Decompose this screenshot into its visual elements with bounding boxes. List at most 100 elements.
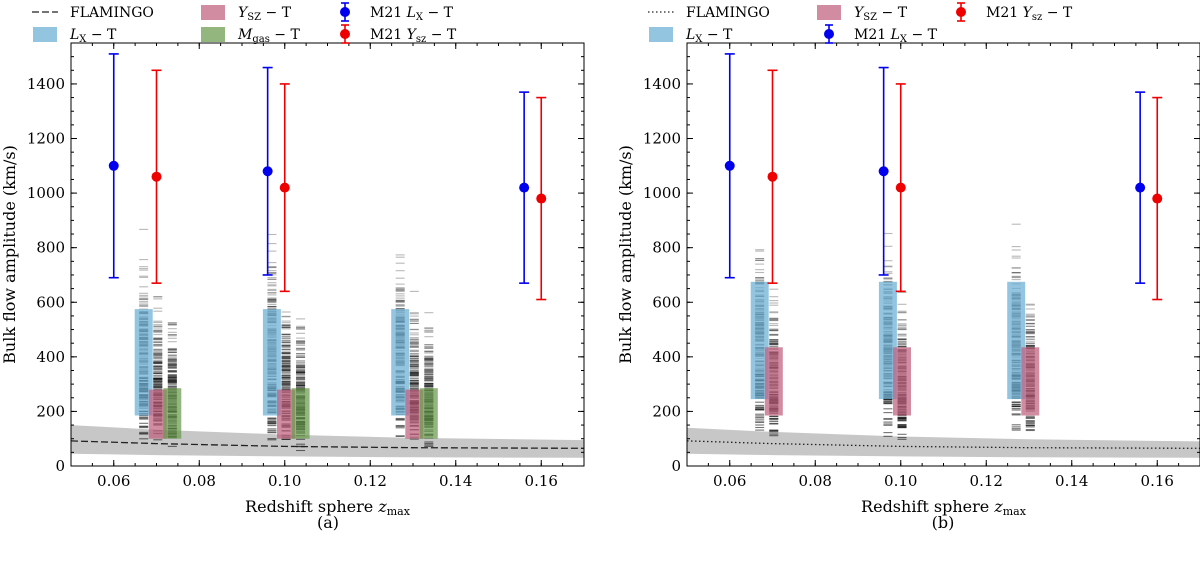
x-axis-label-text: Redshift sphere [245,497,378,516]
legend-label-sub: X [900,34,908,45]
interval-box-lx [878,281,897,400]
flamingo-band [687,427,1200,458]
legend-label-sub: X [695,34,703,45]
legend-label-main: L [69,27,79,43]
y-tick-label: 200 [652,402,681,420]
panel-caption: (a) [317,513,339,532]
m21-point [1135,182,1146,193]
legend-label: M21 Ysz − T [986,5,1073,23]
legend-label: FLAMINGO [686,5,770,21]
legend-label-prefix: M21 [854,27,891,43]
legend-label-rest: − T [907,27,938,43]
interval-box-lx [1007,281,1026,400]
legend-point [956,7,966,17]
interval-box-ysz [148,389,167,439]
m21-errorbar-m21_lx [724,53,735,279]
y-tick-label: 1200 [643,130,681,148]
legend-label: LX − T [685,27,733,45]
x-axis-label-sub: max [1003,505,1027,518]
y-tick-label: 400 [36,348,65,366]
x-axis-label: Redshift sphere zmax [245,497,411,518]
legend-label-sub: X [416,12,424,23]
plot-area [687,53,1200,458]
legend-label: M21 LX − T [854,27,938,45]
legend-label-main: L [890,27,900,43]
legend-label-rest: − T [423,5,454,21]
legend-label-sub: SZ [863,12,877,23]
m21-errorbar-m21_lx [1135,91,1146,284]
x-tick-label: 0.10 [268,472,301,490]
y-tick-label: 600 [652,293,681,311]
legend-label-main: Y [407,27,418,43]
legend-label: YSZ − T [854,5,908,23]
legend-box-handle [817,5,841,20]
interval-box-ysz [405,389,424,439]
interval-box-ysz [1021,347,1040,416]
m21-errorbar-m21_ysz [767,69,778,284]
legend-label-prefix: M21 [986,5,1023,21]
m21-point [724,160,735,171]
y-tick-label: 800 [36,239,65,257]
legend-label: M21 LX − T [370,5,454,23]
interval-box-lx [750,281,769,400]
legend-label-main: Y [854,5,865,21]
m21-errorbar-m21_ysz [536,96,547,301]
legend-label-sub: SZ [247,12,261,23]
x-tick-label: 0.06 [713,472,746,490]
m21-point [895,182,906,193]
panel-caption: (b) [932,513,955,532]
interval-box-lx [391,309,410,416]
x-tick-label: 0.12 [354,472,387,490]
m21-errorbar-m21_lx [878,66,889,276]
interval-box-ysz [764,347,783,416]
legend-label-sub: sz [416,34,426,45]
interval-box-ysz [277,389,295,439]
panel-a: 0.06 0.08 0.10 0.12 0.14 0.16 0 200 400 600 800 100… [0,2,585,532]
x-tick-label: 0.08 [183,472,216,490]
legend-label-rest: − T [877,5,908,21]
interval-box-mgas [419,388,438,439]
m21-point [151,171,162,182]
y-tick-label: 1000 [643,184,681,202]
x-axis-label-math: z [993,497,1003,516]
x-axis-label-text: Redshift sphere [861,497,994,516]
interval-box-mgas [163,388,182,439]
m21-point [1152,193,1163,204]
interval-box-lx [134,309,153,416]
m21-errorbar-m21_lx [262,66,273,276]
legend-label-sub: sz [1032,12,1042,23]
x-tick-label: 0.16 [1141,472,1174,490]
x-tick-label: 0.14 [439,472,472,490]
x-axis-label-math: z [377,497,387,516]
x-tick-label: 0.10 [884,472,917,490]
x-tick-label: 0.14 [1055,472,1088,490]
m21-errorbar-m21_ysz [279,83,290,293]
legend-box-handle [201,5,225,20]
m21-point [536,193,547,204]
legend-label-main: L [685,27,695,43]
legend-label-rest: − T [270,27,301,43]
m21-errorbar-m21_lx [519,91,530,284]
legend-box-handle [33,27,57,42]
m21-point [279,182,290,193]
legend-label-main: Y [238,5,249,21]
interval-box-ysz [893,347,911,416]
y-tick-label: 0 [671,457,681,475]
x-tick-label: 0.08 [799,472,832,490]
legend-label-rest: − T [1042,5,1073,21]
m21-errorbar-m21_ysz [895,83,906,293]
legend-label: YSZ − T [238,5,292,23]
m21-point [519,182,530,193]
legend-label-rest: − T [426,27,457,43]
flamingo-median-line [71,440,584,449]
y-tick-label: 1000 [27,184,65,202]
y-tick-label: 0 [55,457,65,475]
x-tick-label: 0.12 [970,472,1003,490]
x-tick-label: 0.06 [97,472,130,490]
x-axis-label-sub: max [387,505,411,518]
y-axis-label: Bulk flow amplitude (km/s) [616,145,635,364]
m21-point [108,160,119,171]
legend-label-rest: − T [261,5,292,21]
